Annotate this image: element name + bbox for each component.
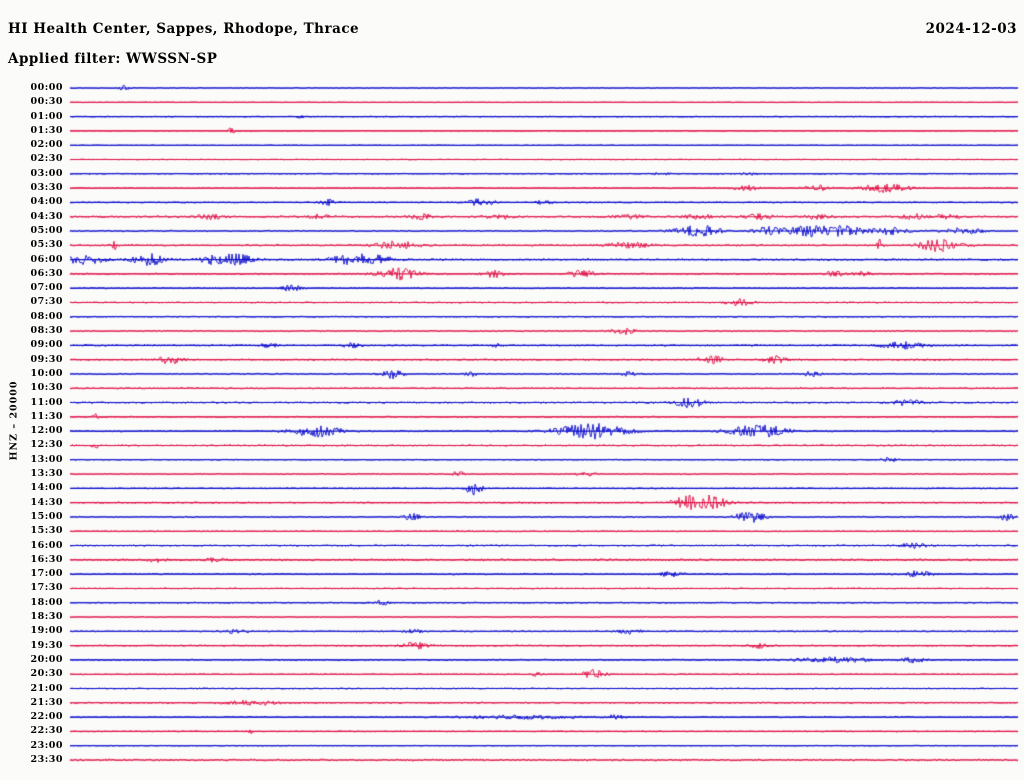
helicorder-canvas [0,0,1024,780]
